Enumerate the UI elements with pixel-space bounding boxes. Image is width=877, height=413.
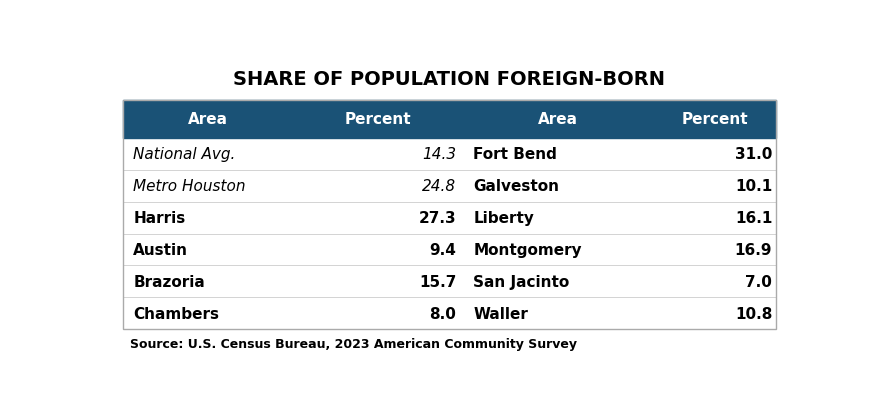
Text: National Avg.: National Avg.	[133, 147, 236, 162]
Text: 31.0: 31.0	[735, 147, 773, 162]
Text: Harris: Harris	[133, 211, 186, 225]
Text: 15.7: 15.7	[419, 274, 456, 289]
Text: 14.3: 14.3	[422, 147, 456, 162]
Text: Percent: Percent	[345, 112, 411, 127]
Text: San Jacinto: San Jacinto	[474, 274, 569, 289]
Text: Area: Area	[189, 112, 228, 127]
Text: Brazoria: Brazoria	[133, 274, 205, 289]
Text: 8.0: 8.0	[430, 306, 456, 321]
Text: Montgomery: Montgomery	[474, 242, 581, 257]
Text: 7.0: 7.0	[745, 274, 773, 289]
Text: Liberty: Liberty	[474, 211, 534, 225]
Text: Source: U.S. Census Bureau, 2023 American Community Survey: Source: U.S. Census Bureau, 2023 America…	[130, 337, 577, 350]
Text: 24.8: 24.8	[422, 179, 456, 194]
Text: 16.9: 16.9	[735, 242, 773, 257]
Text: Austin: Austin	[133, 242, 189, 257]
Text: Galveston: Galveston	[474, 179, 560, 194]
Text: 27.3: 27.3	[418, 211, 456, 225]
Text: 10.1: 10.1	[735, 179, 773, 194]
Text: Fort Bend: Fort Bend	[474, 147, 557, 162]
Text: 9.4: 9.4	[430, 242, 456, 257]
Bar	[123, 100, 776, 139]
Text: Metro Houston: Metro Houston	[133, 179, 246, 194]
Text: 10.8: 10.8	[735, 306, 773, 321]
Text: SHARE OF POPULATION FOREIGN-BORN: SHARE OF POPULATION FOREIGN-BORN	[233, 70, 666, 89]
Bar	[123, 100, 776, 330]
Text: 16.1: 16.1	[735, 211, 773, 225]
Text: Chambers: Chambers	[133, 306, 219, 321]
Text: Percent: Percent	[681, 112, 748, 127]
Text: Waller: Waller	[474, 306, 528, 321]
Text: Area: Area	[538, 112, 578, 127]
